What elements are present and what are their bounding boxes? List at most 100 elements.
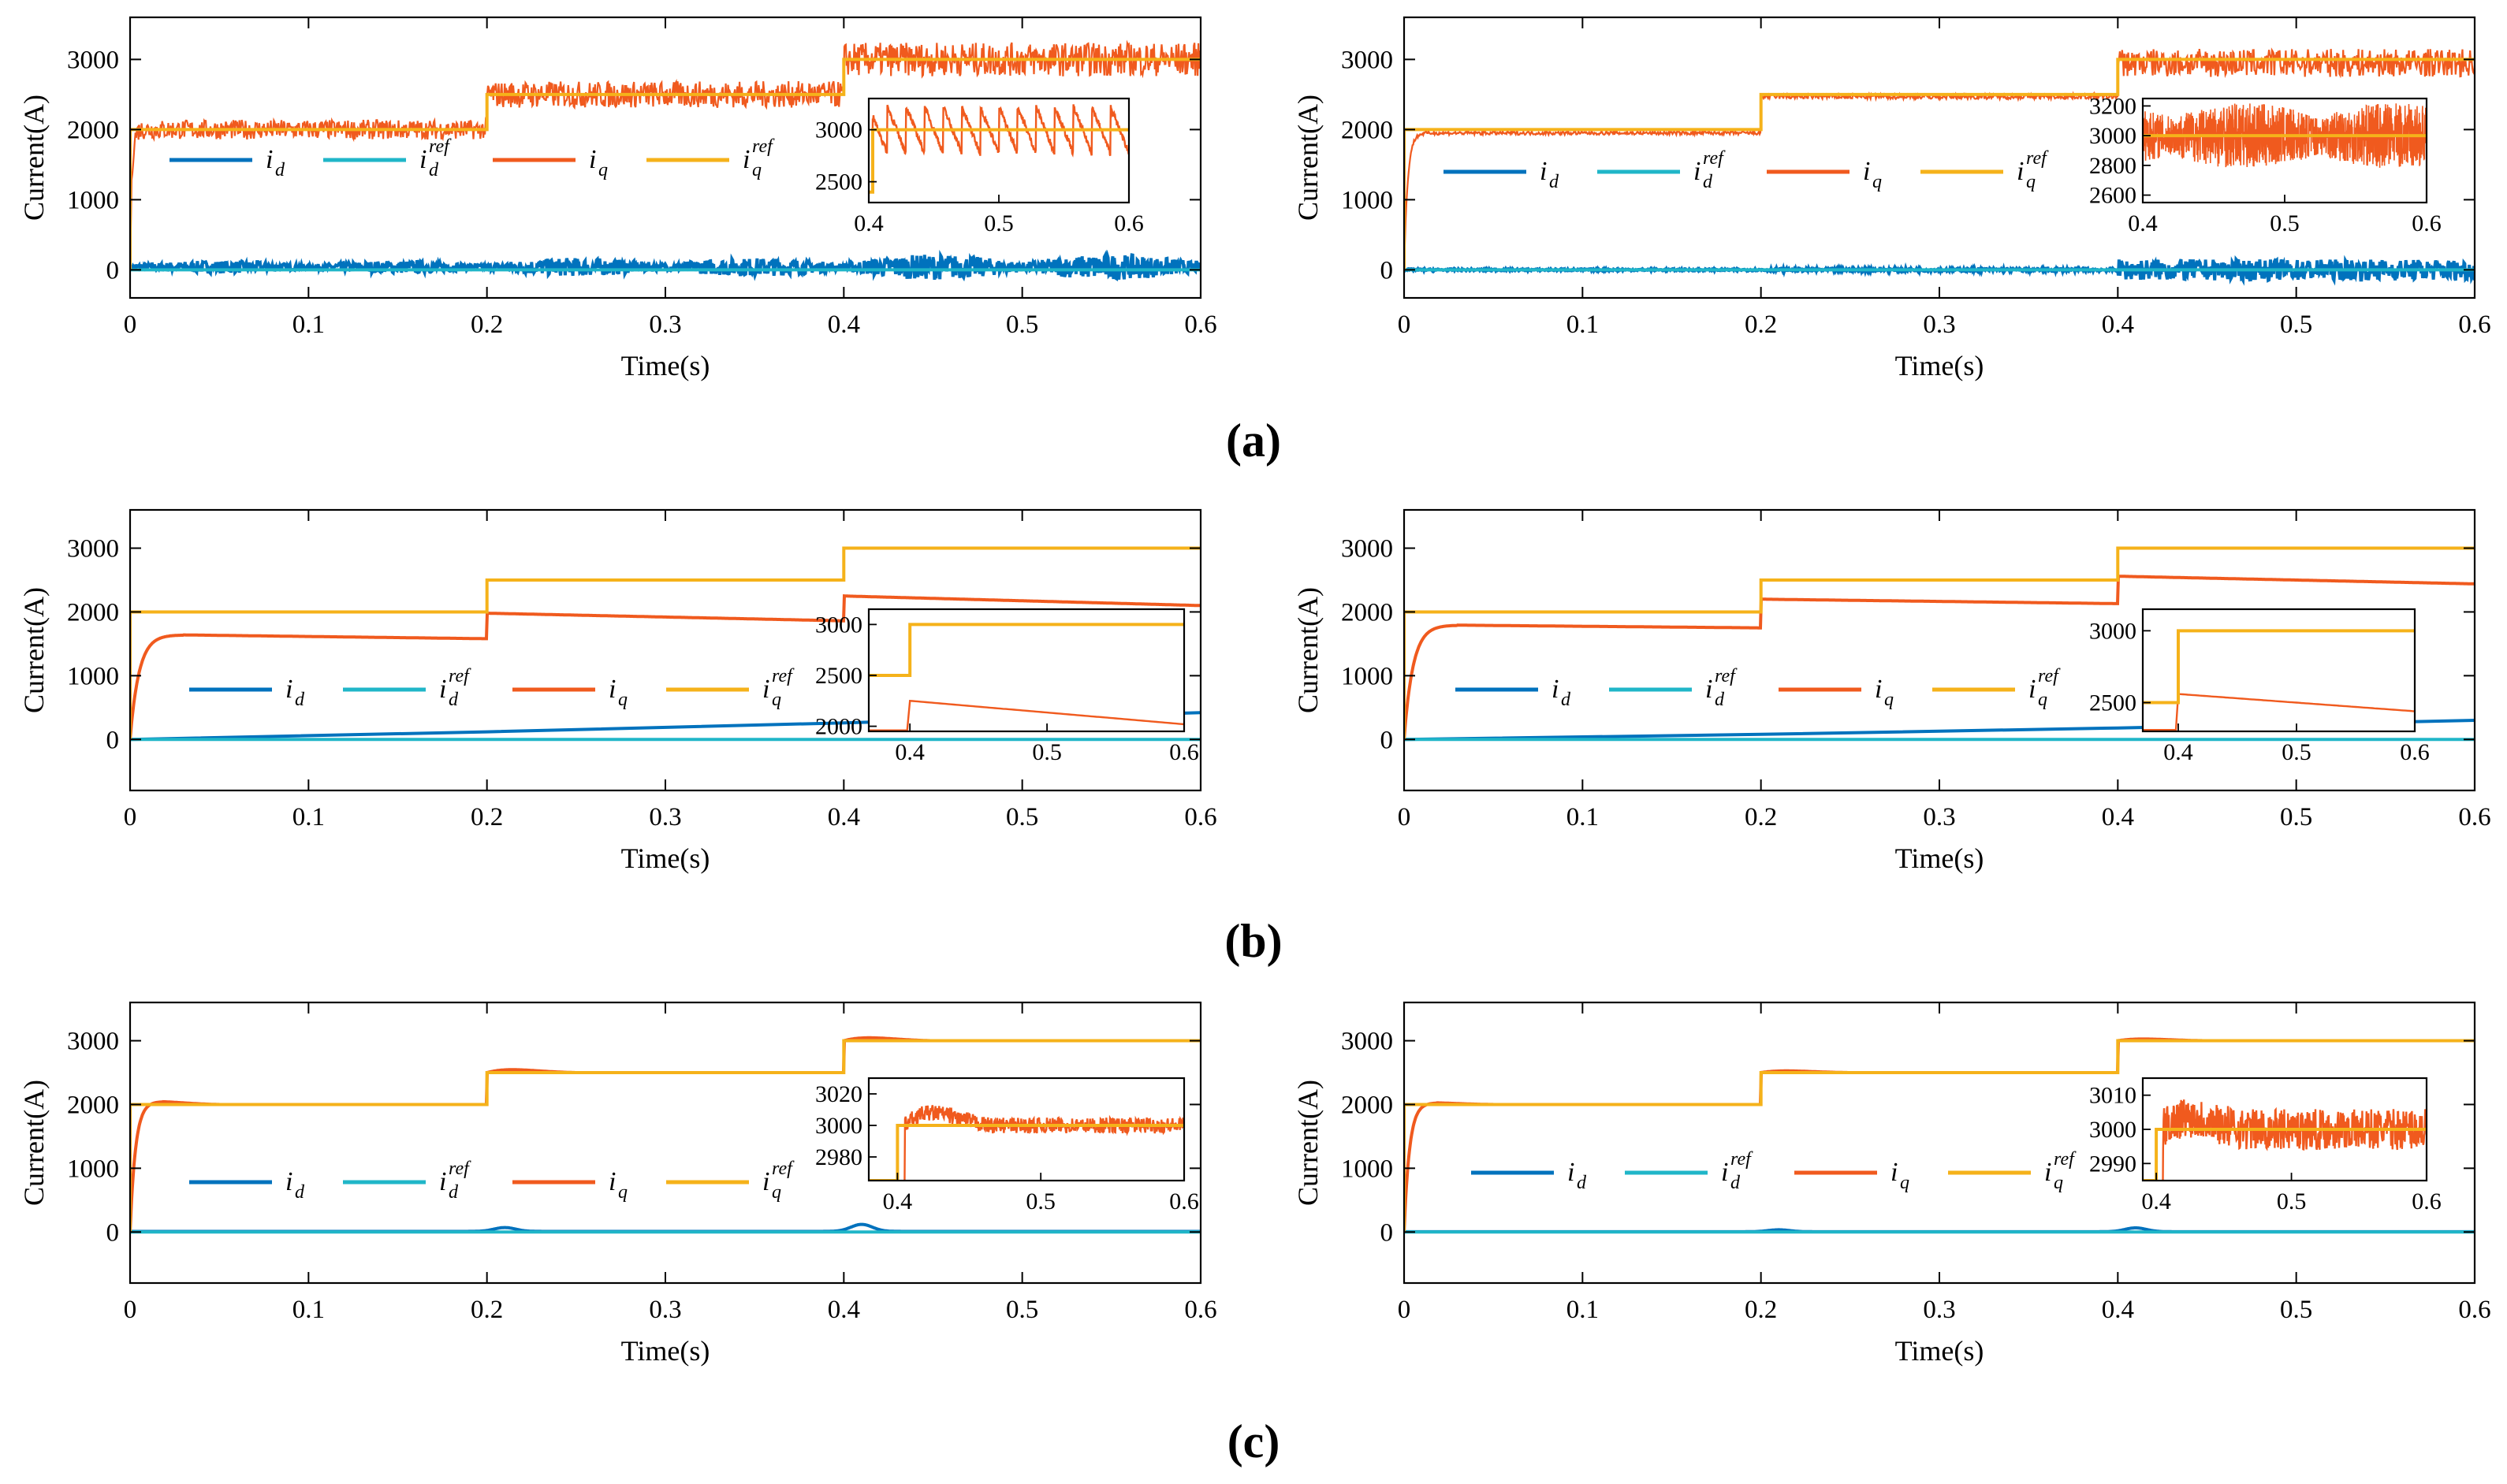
x-tick-label: 0.6 [2458,803,2490,831]
legend-label-id: i [285,675,292,704]
y-tick-label: 1000 [67,186,119,214]
legend-sub: d [295,1182,305,1203]
inset-y-tick-label: 2600 [2089,183,2136,209]
y-tick-label: 0 [106,256,120,285]
inset-x-tick-label: 0.6 [2412,1188,2442,1214]
panel-label-c: (c) [1227,1415,1280,1467]
inset-a-left: 2500 3000 0.4 0.5 0.6 [815,97,1144,236]
series-i_q-ref [130,1039,1201,1233]
inset-x-tick-label: 0.4 [2128,210,2158,236]
x-tick-label: 0 [124,311,137,339]
series-i_q-ref [1404,546,2475,740]
inset-series-i_q-ref [869,623,1184,677]
y-tick-label: 2000 [1341,1091,1393,1119]
plot-b-right: 0 1000 2000 3000 0 0.1 0.2 0.3 0.4 0.5 0.6 Current(… [1292,508,2491,874]
inset-series-i_q-ref [2143,1128,2427,1181]
legend-label-id: i [1567,1158,1574,1187]
legend-sup: ref [449,666,471,686]
legend-sup: ref [2054,1149,2077,1170]
inset-plot [2143,629,2415,731]
x-tick-label: 0.2 [1745,311,1777,339]
inset-y-tick-label: 3000 [815,117,862,143]
x-axis-label: Time(s) [621,1335,710,1367]
y-tick-label: 3000 [67,535,119,563]
inset-box [2141,608,2416,733]
inset-x-tick-label: 0.4 [895,739,925,765]
series-i_q-ref [130,58,1201,270]
legend-label-id_ref: i [1693,157,1701,186]
series-i_d [130,249,1201,282]
y-tick-label: 3000 [1341,1028,1393,1056]
legend-label-iq: i [1863,157,1870,186]
series-i_d [130,1222,1201,1233]
inset-plot [869,623,1184,731]
series-i_q-ref [130,546,1201,740]
x-tick-label: 0.1 [1566,803,1599,831]
inset-b-left: 2000 2500 3000 0.4 0.5 0.6 [815,608,1199,765]
inset-y-tick-label: 3000 [2089,618,2136,644]
x-tick-label: 0 [1398,1296,1411,1324]
inset-y-tick-label: 3000 [2089,1117,2136,1143]
plot-area [1404,1037,2475,1234]
plot-b-left: 0 1000 2000 3000 0 0.1 0.2 0.3 0.4 0.5 0.6 Current(… [18,508,1217,874]
inset-series-i_q-ref [2143,629,2415,705]
legend-sup: ref [1730,1149,1753,1170]
inset-background [2143,609,2415,731]
inset-background [869,609,1184,731]
legend-sub: d [449,1182,459,1203]
x-tick-label: 0.1 [292,1296,325,1324]
y-axis-label: Current(A) [1292,1080,1324,1206]
x-axis-label: Time(s) [1895,1335,1984,1367]
y-tick-label: 0 [106,726,120,754]
series-i_q [130,39,1201,267]
y-tick-label: 3000 [67,46,119,74]
x-tick-label: 0.1 [1566,1296,1599,1324]
inset-x-tick-label: 0.5 [2270,210,2300,236]
inset-x-tick-label: 0.5 [984,210,1014,236]
y-tick-label: 0 [1380,1218,1394,1247]
legend-sub: d [275,160,285,180]
y-tick-label: 2000 [67,116,119,144]
y-axis-label: Current(A) [18,587,50,713]
inset-y-tick-label: 2000 [815,714,862,740]
x-tick-label: 0.4 [828,1296,860,1324]
legend-sub: d [1715,690,1725,710]
inset-b-right: 2500 3000 0.4 0.5 0.6 [2089,608,2430,765]
legend-sub: d [1730,1173,1741,1193]
y-tick-label: 2000 [1341,116,1393,144]
y-tick-label: 1000 [67,1155,119,1183]
x-tick-label: 0.2 [471,1296,503,1324]
x-tick-label: 0.4 [2102,803,2134,831]
inset-series-i_q-ref [869,128,1129,194]
plot-area [130,39,1201,282]
y-tick-label: 2000 [1341,598,1393,627]
panel-label-a: (a) [1226,415,1281,467]
legend-label-id_ref: i [439,1167,446,1196]
inset-y-tick-label: 3000 [2089,123,2136,149]
legend-sup: ref [772,666,795,686]
panel-label-b: (b) [1224,915,1283,967]
y-axis-label: Current(A) [1292,587,1324,713]
x-tick-label: 0 [124,803,137,831]
legend-sub: d [449,690,459,710]
y-axis-label: Current(A) [18,1080,50,1206]
plot-c-left: 0 1000 2000 3000 0 0.1 0.2 0.3 0.4 0.5 0.6 Current(… [18,1001,1217,1367]
inset-x-tick-label: 0.4 [2141,1188,2171,1214]
inset-y-tick-label: 3000 [815,1113,862,1139]
inset-y-tick-label: 2500 [815,169,862,195]
x-tick-label: 0.2 [1745,803,1777,831]
x-tick-label: 0.3 [649,311,681,339]
series-i_q [130,593,1201,740]
y-tick-label: 1000 [67,662,119,690]
legend-sup: ref [1715,666,1738,686]
legend-label-id: i [266,145,273,174]
inset-y-tick-label: 2500 [2089,690,2136,716]
inset-x-tick-label: 0.6 [1114,210,1144,236]
inset-x-tick-label: 0.4 [883,1188,913,1214]
legend-label-id: i [285,1167,292,1196]
inset-x-tick-label: 0.5 [1032,739,1062,765]
inset-x-tick-label: 0.6 [1169,1188,1199,1214]
